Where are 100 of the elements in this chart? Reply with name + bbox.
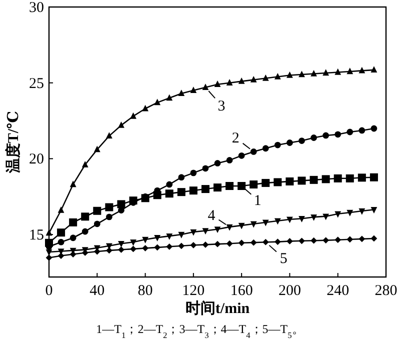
point	[70, 251, 76, 258]
point	[94, 146, 100, 152]
point	[81, 212, 90, 221]
point	[274, 142, 281, 148]
x-tick-label: 0	[45, 283, 53, 299]
point	[166, 243, 173, 250]
point	[93, 206, 102, 215]
point	[358, 208, 366, 215]
point	[250, 239, 257, 246]
point	[58, 238, 64, 246]
x-tick-label: 40	[90, 283, 105, 299]
point	[190, 229, 197, 236]
point	[358, 127, 366, 134]
point	[226, 240, 233, 247]
point	[94, 248, 100, 255]
legend-label: 5	[280, 251, 288, 268]
y-tick-label: 15	[29, 228, 44, 244]
point	[118, 246, 124, 253]
point	[118, 122, 124, 128]
point	[226, 79, 233, 86]
point	[130, 240, 136, 246]
point	[286, 71, 293, 78]
point	[226, 182, 234, 190]
point	[178, 242, 185, 250]
y-tick-label: 20	[29, 152, 44, 168]
point	[46, 249, 52, 256]
point	[202, 84, 209, 90]
point	[130, 112, 136, 119]
point	[286, 238, 293, 244]
point	[214, 184, 222, 192]
point	[298, 70, 305, 78]
point	[70, 180, 76, 188]
point	[310, 176, 318, 184]
legend-label: 3	[218, 98, 226, 114]
point	[238, 182, 246, 190]
point	[370, 173, 378, 182]
x-tick-label: 120	[182, 283, 205, 299]
point	[130, 246, 136, 252]
point	[202, 165, 209, 172]
point	[190, 86, 197, 94]
point	[142, 236, 148, 244]
point	[358, 236, 366, 242]
point	[189, 186, 198, 195]
point	[226, 157, 233, 164]
x-tick-label: 160	[230, 283, 253, 299]
point	[322, 132, 330, 139]
point	[178, 90, 185, 96]
point	[262, 220, 269, 226]
point	[106, 247, 112, 254]
point	[214, 160, 221, 166]
point	[94, 220, 100, 228]
x-tick-label: 280	[374, 283, 398, 299]
point	[238, 152, 245, 159]
point	[298, 238, 305, 244]
point	[166, 94, 173, 101]
point	[274, 218, 281, 225]
point	[250, 148, 257, 155]
point	[70, 234, 76, 242]
point	[166, 233, 173, 240]
point	[238, 240, 245, 246]
point	[154, 98, 161, 106]
point	[117, 200, 126, 208]
point	[82, 228, 88, 235]
point	[298, 138, 305, 144]
point	[262, 74, 269, 81]
point	[322, 175, 330, 184]
point	[334, 68, 342, 75]
point	[370, 125, 378, 132]
point	[370, 235, 378, 242]
point	[298, 176, 306, 185]
point	[58, 206, 64, 213]
x-tick-label: 240	[326, 283, 350, 299]
point	[286, 140, 293, 146]
point	[250, 221, 257, 228]
point	[346, 236, 354, 243]
point	[190, 242, 197, 248]
point	[274, 72, 281, 80]
y-axis-title: 温度T/℃	[4, 110, 22, 174]
point	[82, 250, 88, 256]
point	[154, 234, 161, 242]
point	[142, 244, 148, 252]
point	[202, 228, 209, 235]
point	[274, 238, 281, 246]
x-axis-title: 时间t/min	[185, 300, 250, 317]
point	[57, 228, 66, 237]
point	[334, 211, 342, 218]
point	[69, 218, 78, 226]
point	[190, 170, 197, 176]
legend-label: 1	[254, 192, 262, 209]
point	[310, 237, 317, 244]
point	[346, 68, 354, 74]
point	[274, 178, 282, 186]
point	[106, 214, 112, 220]
point	[346, 210, 354, 216]
series-label: 2	[232, 130, 240, 147]
point	[358, 174, 366, 182]
point	[250, 180, 258, 188]
point	[286, 177, 294, 186]
point	[214, 240, 221, 248]
point	[178, 232, 185, 238]
